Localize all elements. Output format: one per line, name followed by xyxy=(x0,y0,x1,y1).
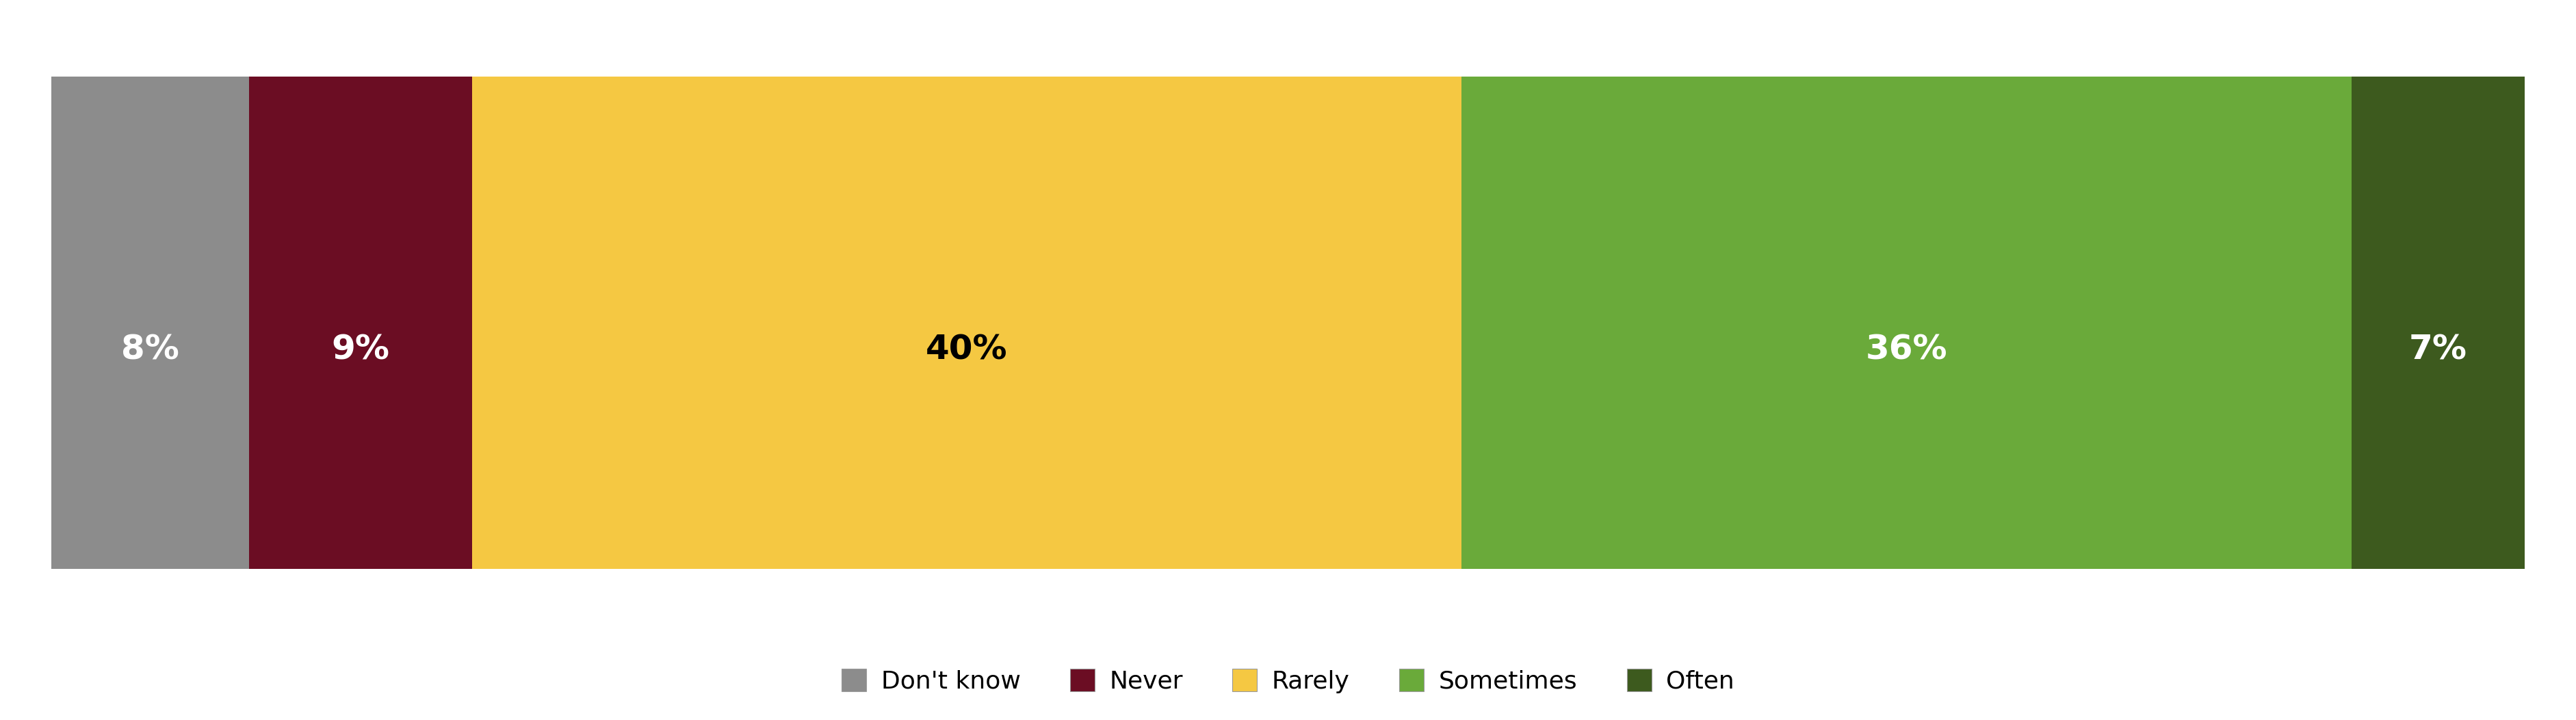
Text: 40%: 40% xyxy=(925,333,1007,366)
Text: 8%: 8% xyxy=(121,333,180,366)
Text: 36%: 36% xyxy=(1865,333,1947,366)
Bar xyxy=(250,76,471,569)
Bar xyxy=(2352,76,2524,569)
Text: 9%: 9% xyxy=(332,333,389,366)
Legend: Don't know, Never, Rarely, Sometimes, Often: Don't know, Never, Rarely, Sometimes, Of… xyxy=(842,669,1734,693)
Bar xyxy=(471,76,1461,569)
Bar xyxy=(1461,76,2352,569)
Text: 7%: 7% xyxy=(2409,333,2468,366)
Bar xyxy=(52,76,250,569)
